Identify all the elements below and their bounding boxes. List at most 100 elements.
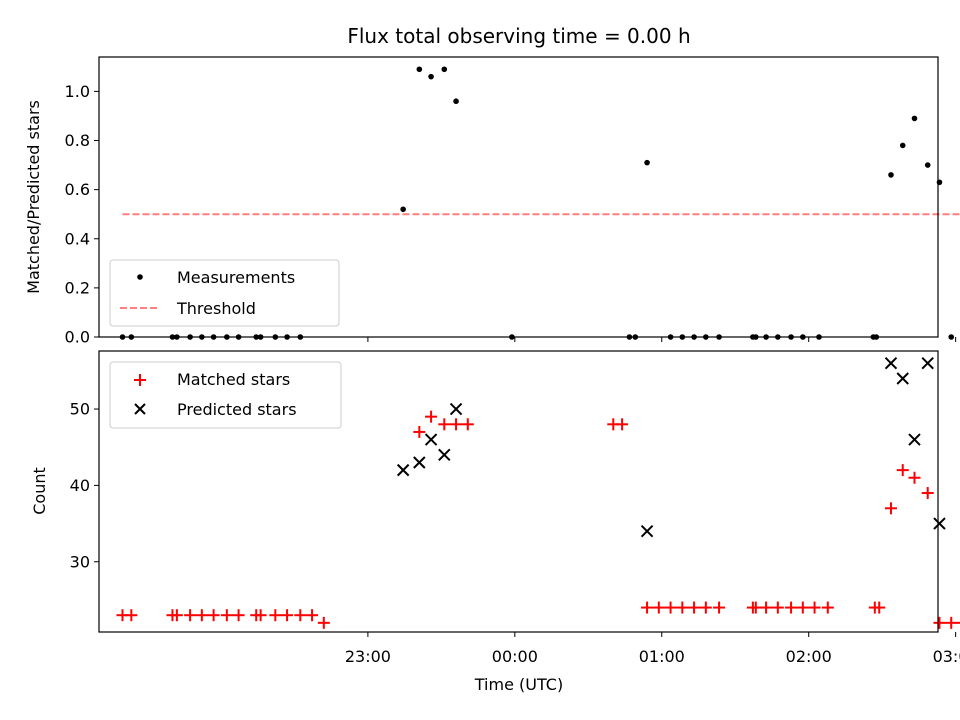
predicted-star-point bbox=[896, 372, 909, 385]
x-tick-label: 01:00 bbox=[639, 647, 685, 666]
top-panel: 0.0 0.2 0.4 0.6 0.8 1.0 Matched/Predicted sta… bbox=[24, 56, 960, 347]
matched-star-point bbox=[220, 609, 233, 622]
matched-star-point bbox=[884, 502, 897, 515]
predicted-star-stroke bbox=[449, 402, 463, 416]
predicted-star-point bbox=[424, 433, 438, 446]
measurement-point bbox=[948, 334, 955, 340]
legend-marker-measurements bbox=[137, 274, 143, 280]
matched-star-point bbox=[808, 601, 821, 614]
predicted-star-stroke bbox=[896, 372, 909, 385]
matched-star-point bbox=[652, 601, 665, 614]
measurement-point bbox=[400, 206, 406, 213]
predicted-star-stroke bbox=[921, 357, 934, 370]
matched-star-point bbox=[796, 601, 809, 614]
measurement-point bbox=[911, 115, 918, 122]
matched-star-point bbox=[450, 418, 463, 431]
predicted-star-point bbox=[908, 433, 921, 446]
predicted-star-stroke bbox=[908, 433, 921, 446]
top-plot-frame bbox=[98, 56, 939, 338]
measurement-point bbox=[416, 66, 423, 73]
predicted-star-point bbox=[640, 524, 654, 538]
predicted-star-point bbox=[449, 402, 463, 416]
top-y-tick-label: 0.0 bbox=[65, 328, 90, 347]
legend-marker-predicted-stars bbox=[134, 403, 146, 415]
x-axis-label: Time (UTC) bbox=[474, 675, 563, 694]
matched-star-point bbox=[713, 601, 726, 614]
matched-star-point bbox=[207, 609, 220, 622]
measurement-point bbox=[453, 98, 459, 105]
predicted-star-point bbox=[884, 357, 898, 370]
bottom-legend-box bbox=[109, 361, 342, 429]
predicted-star-stroke bbox=[396, 463, 410, 477]
matched-star-point bbox=[771, 601, 784, 614]
matched-star-point bbox=[664, 601, 677, 614]
top-y-tick-label: 1.0 bbox=[65, 82, 90, 101]
measurement-point bbox=[428, 73, 434, 80]
predicted-star-point bbox=[933, 517, 946, 530]
measurement-point bbox=[899, 142, 906, 149]
predicted-star-point bbox=[438, 448, 451, 462]
matched-star-point bbox=[425, 410, 438, 423]
matched-star-point bbox=[232, 609, 245, 622]
legend-label-matched-stars: Matched stars bbox=[177, 370, 290, 389]
top-y-tick-label: 0.4 bbox=[65, 229, 90, 248]
predicted-star-point bbox=[413, 456, 426, 469]
predicted-star-point bbox=[396, 463, 410, 477]
matched-star-point bbox=[413, 425, 426, 438]
bottom-plot-frame bbox=[98, 350, 939, 633]
bottom-y-axis-label: Count bbox=[30, 467, 49, 515]
matched-star-point bbox=[821, 601, 834, 614]
matched-star-point bbox=[254, 609, 267, 622]
top-y-tick-label: 0.2 bbox=[65, 278, 90, 297]
matched-star-point bbox=[699, 601, 712, 614]
predicted-star-stroke bbox=[424, 433, 438, 446]
matched-star-point bbox=[306, 609, 319, 622]
legend-label-threshold: Threshold bbox=[176, 299, 256, 318]
matched-star-point bbox=[760, 601, 773, 614]
top-y-tick-label: 0.8 bbox=[65, 131, 90, 150]
top-legend: Measurements Threshold bbox=[109, 259, 340, 327]
matched-star-point bbox=[785, 601, 798, 614]
matched-star-point bbox=[873, 601, 886, 614]
predicted-star-stroke bbox=[640, 524, 654, 538]
matched-star-point bbox=[616, 418, 629, 431]
bottom-y-tick-label: 30 bbox=[70, 552, 90, 571]
matched-star-point bbox=[688, 601, 701, 614]
matched-star-point bbox=[749, 601, 762, 614]
predicted-star-stroke bbox=[884, 357, 898, 370]
measurement-point bbox=[888, 172, 894, 178]
matched-star-point bbox=[908, 471, 921, 484]
matched-star-point bbox=[933, 616, 946, 629]
bottom-y-tick-label: 40 bbox=[70, 476, 90, 495]
chart-title: Flux total observing time = 0.00 h bbox=[347, 24, 690, 48]
matched-star-point bbox=[195, 609, 208, 622]
matched-star-point bbox=[461, 418, 474, 431]
matched-star-point bbox=[125, 609, 138, 622]
matched-star-point bbox=[317, 616, 330, 629]
matched-star-point bbox=[896, 464, 909, 477]
top-y-axis-label: Matched/Predicted stars bbox=[24, 100, 43, 294]
matched-star-point bbox=[438, 418, 451, 431]
matched-star-point bbox=[945, 616, 958, 629]
matched-star-point bbox=[676, 601, 689, 614]
matched-star-point bbox=[184, 609, 197, 622]
predicted-star-stroke bbox=[933, 517, 946, 530]
legend-marker-matched-stars bbox=[134, 374, 146, 386]
x-tick-label: 03:00 bbox=[933, 647, 960, 666]
measurement-point bbox=[441, 66, 448, 73]
bottom-legend: Matched stars Predicted stars bbox=[109, 361, 342, 429]
x-tick-label: 00:00 bbox=[492, 647, 538, 666]
bottom-y-tick-label: 50 bbox=[70, 400, 90, 419]
top-y-tick-label: 0.6 bbox=[65, 180, 90, 199]
top-legend-box bbox=[109, 259, 340, 327]
predicted-star-stroke bbox=[438, 448, 451, 462]
predicted-star-stroke bbox=[413, 456, 426, 469]
x-tick-label: 23:00 bbox=[345, 647, 391, 666]
matched-star-point bbox=[281, 609, 294, 622]
measurement-point bbox=[924, 162, 931, 168]
matched-star-point bbox=[921, 487, 934, 500]
legend-label-predicted-stars: Predicted stars bbox=[177, 400, 297, 419]
matched-star-point bbox=[269, 609, 282, 622]
measurement-point bbox=[644, 159, 650, 166]
